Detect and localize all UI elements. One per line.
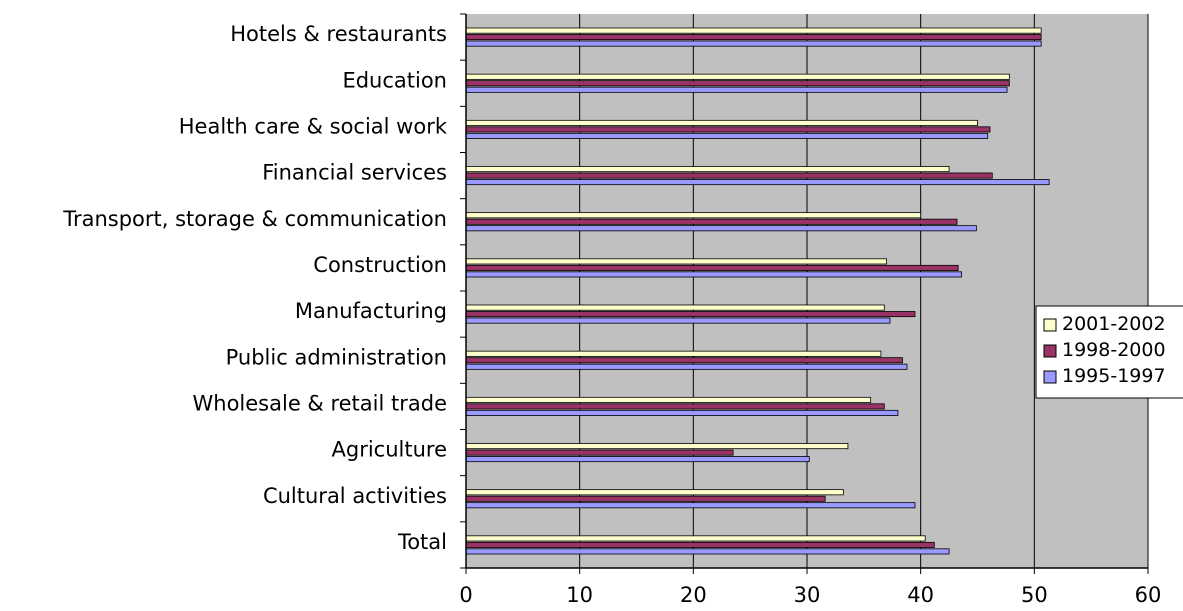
bar: [465, 304, 885, 311]
category-label: Health care & social work: [179, 114, 448, 138]
legend-box: [1035, 305, 1183, 399]
category-label: Manufacturing: [295, 299, 447, 323]
category-label: Agriculture: [332, 438, 448, 462]
bar: [465, 225, 977, 232]
bar: [465, 264, 959, 271]
category-label: Construction: [313, 253, 447, 277]
bar: [465, 311, 916, 318]
x-tick-label: 20: [680, 583, 707, 607]
category-label: Cultural activities: [263, 484, 447, 508]
legend: 2001-2002 1998-2000 1995-1997: [1035, 305, 1183, 399]
bar: [465, 119, 978, 126]
bar: [465, 449, 734, 456]
bar: [465, 258, 887, 265]
x-tick-label: 10: [566, 583, 593, 607]
x-tick-label: 30: [794, 583, 821, 607]
bar: [465, 40, 1042, 47]
bar: [465, 86, 1008, 93]
x-tick-label: 50: [1021, 583, 1048, 607]
bar: [465, 403, 885, 410]
category-label: Transport, storage & communication: [62, 207, 447, 231]
bar: [465, 548, 950, 555]
bar: [465, 80, 1010, 87]
bar: [465, 535, 926, 542]
x-tick-label: 60: [1135, 583, 1162, 607]
gridlines: [579, 14, 1149, 568]
bar: [465, 363, 908, 370]
category-label: Wholesale & retail trade: [193, 391, 448, 415]
bar: [465, 456, 810, 463]
axes: [460, 13, 1149, 574]
bar: [465, 271, 962, 278]
bar: [465, 495, 826, 502]
legend-label: 1998-2000: [1062, 339, 1166, 361]
bar: [465, 132, 989, 139]
bar: [465, 212, 922, 219]
legend-swatch: [1043, 344, 1057, 358]
category-label: Public administration: [226, 345, 447, 369]
bar: [465, 27, 1042, 34]
tick-labels: 0 10 20 30 40 50 60: [459, 583, 1161, 607]
bar: [465, 126, 991, 133]
category-label: Education: [342, 68, 447, 92]
bar: [465, 166, 950, 173]
bar: [465, 443, 849, 450]
x-tick-label: 0: [459, 583, 472, 607]
bar: [465, 350, 882, 357]
legend-label: 2001-2002: [1062, 313, 1166, 335]
category-label: Financial services: [262, 161, 447, 185]
bar: [465, 317, 891, 324]
bar: [465, 357, 903, 364]
legend-swatch: [1043, 370, 1057, 384]
category-labels: Hotels & restaurants Education Health care…: [62, 22, 448, 554]
bar: [465, 409, 899, 416]
legend-swatch: [1043, 318, 1057, 332]
bar: [465, 73, 1010, 80]
bar: [465, 396, 872, 403]
x-tick-label: 40: [907, 583, 934, 607]
bar: [465, 541, 935, 548]
bar: [465, 502, 916, 509]
bar: [465, 489, 844, 496]
bar: [465, 179, 1050, 186]
bar: [465, 218, 958, 225]
bar: [465, 34, 1042, 41]
category-label: Hotels & restaurants: [230, 22, 447, 46]
category-label: Total: [397, 530, 447, 554]
bar: [465, 172, 993, 179]
legend-label: 1995-1997: [1062, 365, 1166, 387]
